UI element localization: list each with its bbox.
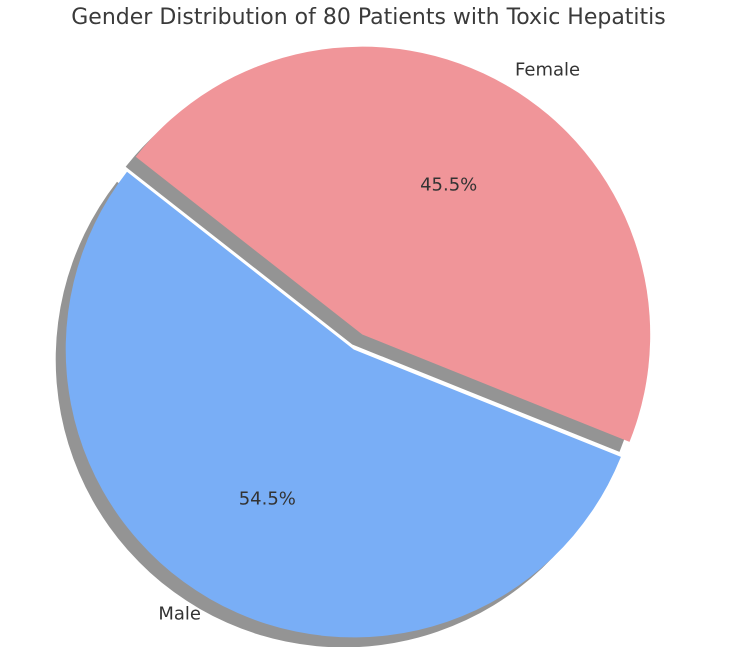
slice-label-female: Female xyxy=(515,60,580,81)
pie-slice-male xyxy=(65,171,621,638)
chart-title: Gender Distribution of 80 Patients with … xyxy=(71,5,666,30)
pct-label-female: 45.5% xyxy=(420,174,477,195)
pct-label-male: 54.5% xyxy=(239,489,296,510)
slice-label-male: Male xyxy=(158,603,201,624)
pie-slice-female xyxy=(135,46,651,442)
